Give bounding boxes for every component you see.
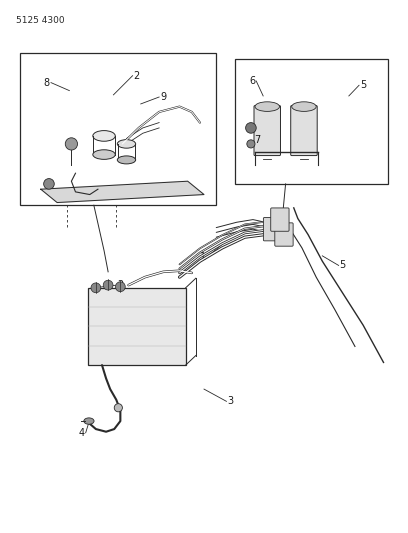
Text: 8: 8 — [44, 78, 50, 87]
Circle shape — [91, 283, 101, 293]
Ellipse shape — [93, 150, 115, 159]
Circle shape — [103, 280, 113, 290]
Text: 9: 9 — [160, 92, 166, 102]
Ellipse shape — [292, 102, 316, 111]
FancyBboxPatch shape — [291, 106, 317, 156]
Text: 6: 6 — [249, 76, 255, 86]
Bar — [235, 59, 388, 184]
FancyBboxPatch shape — [275, 223, 293, 246]
Ellipse shape — [84, 418, 94, 424]
Text: 1: 1 — [200, 252, 206, 262]
Circle shape — [65, 138, 78, 150]
Text: 5125 4300: 5125 4300 — [16, 16, 65, 25]
Bar — [88, 288, 186, 365]
Ellipse shape — [255, 102, 279, 111]
Circle shape — [246, 123, 256, 133]
FancyBboxPatch shape — [264, 217, 282, 241]
Text: 2: 2 — [117, 280, 124, 290]
Text: 5: 5 — [339, 261, 346, 270]
Text: 5: 5 — [360, 80, 366, 90]
Bar — [20, 53, 216, 205]
Polygon shape — [41, 181, 204, 203]
Circle shape — [44, 179, 54, 189]
Text: 4: 4 — [78, 428, 85, 438]
Ellipse shape — [93, 131, 115, 141]
Circle shape — [114, 403, 122, 412]
FancyBboxPatch shape — [254, 106, 280, 156]
Circle shape — [247, 140, 255, 148]
Ellipse shape — [118, 140, 135, 148]
FancyBboxPatch shape — [271, 208, 289, 231]
Text: 7: 7 — [254, 135, 260, 145]
Text: 2: 2 — [133, 71, 140, 80]
Ellipse shape — [118, 156, 135, 164]
Text: 3: 3 — [227, 397, 234, 406]
Circle shape — [115, 282, 125, 292]
